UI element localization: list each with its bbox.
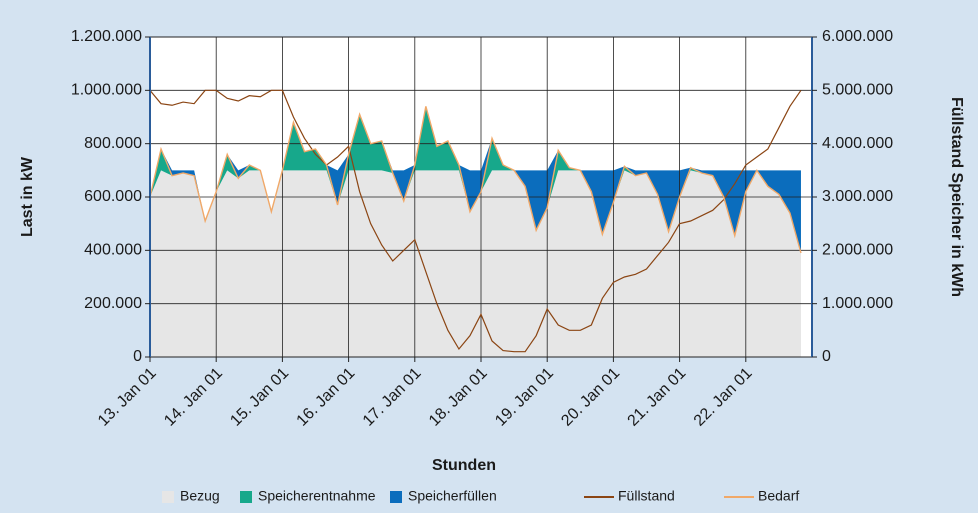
y2-tick-label: 0 <box>822 348 831 365</box>
y-tick-label: 600.000 <box>84 188 142 205</box>
y-tick-label: 1.200.000 <box>71 28 142 45</box>
y2-tick-label: 4.000.000 <box>822 135 893 152</box>
y2-tick-label: 2.000.000 <box>822 242 893 259</box>
plot <box>149 36 812 358</box>
y-tick-label: 200.000 <box>84 295 142 312</box>
y2-axis-title: Füllstand Speicher in kWh <box>948 97 965 297</box>
legend-label: Füllstand <box>618 488 675 504</box>
y-tick-label: 800.000 <box>84 135 142 152</box>
legend-label: Speicherfüllen <box>408 488 497 504</box>
legend-label: Speicherentnahme <box>258 488 376 504</box>
line <box>149 106 802 254</box>
legend-swatch <box>162 491 174 503</box>
y2-tick-label: 3.000.000 <box>822 188 893 205</box>
legend-swatch <box>390 491 402 503</box>
y2-tick-label: 5.000.000 <box>822 82 893 99</box>
legend-label: Bezug <box>180 488 220 504</box>
y-tick-label: 0 <box>133 348 142 365</box>
area <box>150 106 801 253</box>
legend-swatch <box>240 491 252 503</box>
line <box>149 89 802 353</box>
y-tick-label: 1.000.000 <box>71 82 142 99</box>
y-axis-title: Last in kW <box>19 156 36 237</box>
y2-tick-label: 6.000.000 <box>822 28 893 45</box>
area <box>150 170 801 357</box>
y-tick-label: 400.000 <box>84 242 142 259</box>
legend-label: Bedarf <box>758 488 799 504</box>
y2-tick-label: 1.000.000 <box>822 295 893 312</box>
x-axis-title: Stunden <box>432 457 496 474</box>
